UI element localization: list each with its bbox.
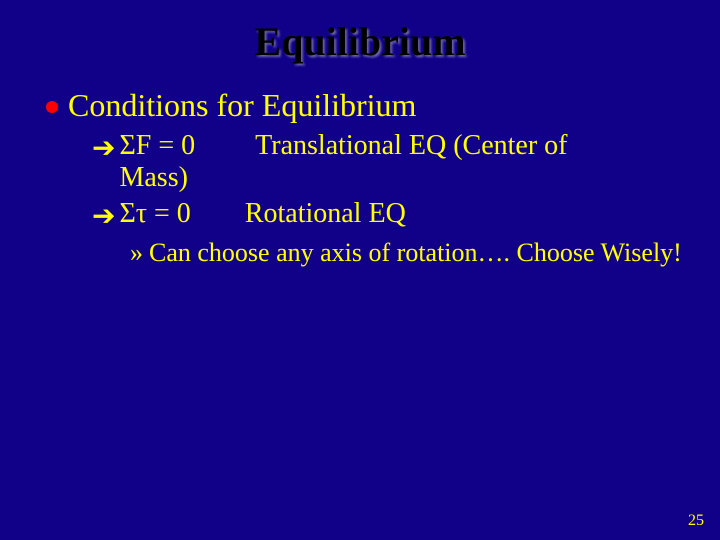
sigma-symbol: Σ bbox=[119, 198, 135, 230]
bullet-level2-content: Σ F = 0 Translational EQ (Center of Mass… bbox=[119, 130, 635, 194]
bullet-level2-content: Σ τ = 0 Rotational EQ bbox=[119, 198, 405, 230]
equation-right: Translational EQ (Center of bbox=[255, 130, 567, 162]
bullet-level2-item: ➔ Σ τ = 0 Rotational EQ bbox=[92, 198, 682, 232]
bullet-level3-text: Can choose any axis of rotation…. Choose… bbox=[149, 238, 682, 268]
bullet-dot-icon bbox=[46, 101, 58, 113]
sigma-symbol: Σ bbox=[119, 130, 135, 162]
chevron-right-icon: » bbox=[130, 238, 143, 268]
arrow-right-icon: ➔ bbox=[92, 199, 115, 232]
slide: Equilibrium Conditions for Equilibrium ➔… bbox=[0, 0, 720, 540]
slide-title: Equilibrium bbox=[38, 18, 682, 65]
arrow-right-icon: ➔ bbox=[92, 131, 115, 164]
equation-right: Rotational EQ bbox=[245, 198, 406, 230]
bullet-level1: Conditions for Equilibrium bbox=[46, 87, 682, 124]
bullet-level1-text: Conditions for Equilibrium bbox=[68, 87, 416, 124]
equation-left: F = 0 bbox=[136, 130, 195, 162]
bullet-level3: » Can choose any axis of rotation…. Choo… bbox=[130, 238, 682, 268]
equation-left: τ = 0 bbox=[136, 198, 191, 230]
page-number: 25 bbox=[688, 512, 704, 530]
equation-trailing: Mass) bbox=[119, 162, 635, 194]
bullet-level2-item: ➔ Σ F = 0 Translational EQ (Center of Ma… bbox=[92, 130, 682, 194]
